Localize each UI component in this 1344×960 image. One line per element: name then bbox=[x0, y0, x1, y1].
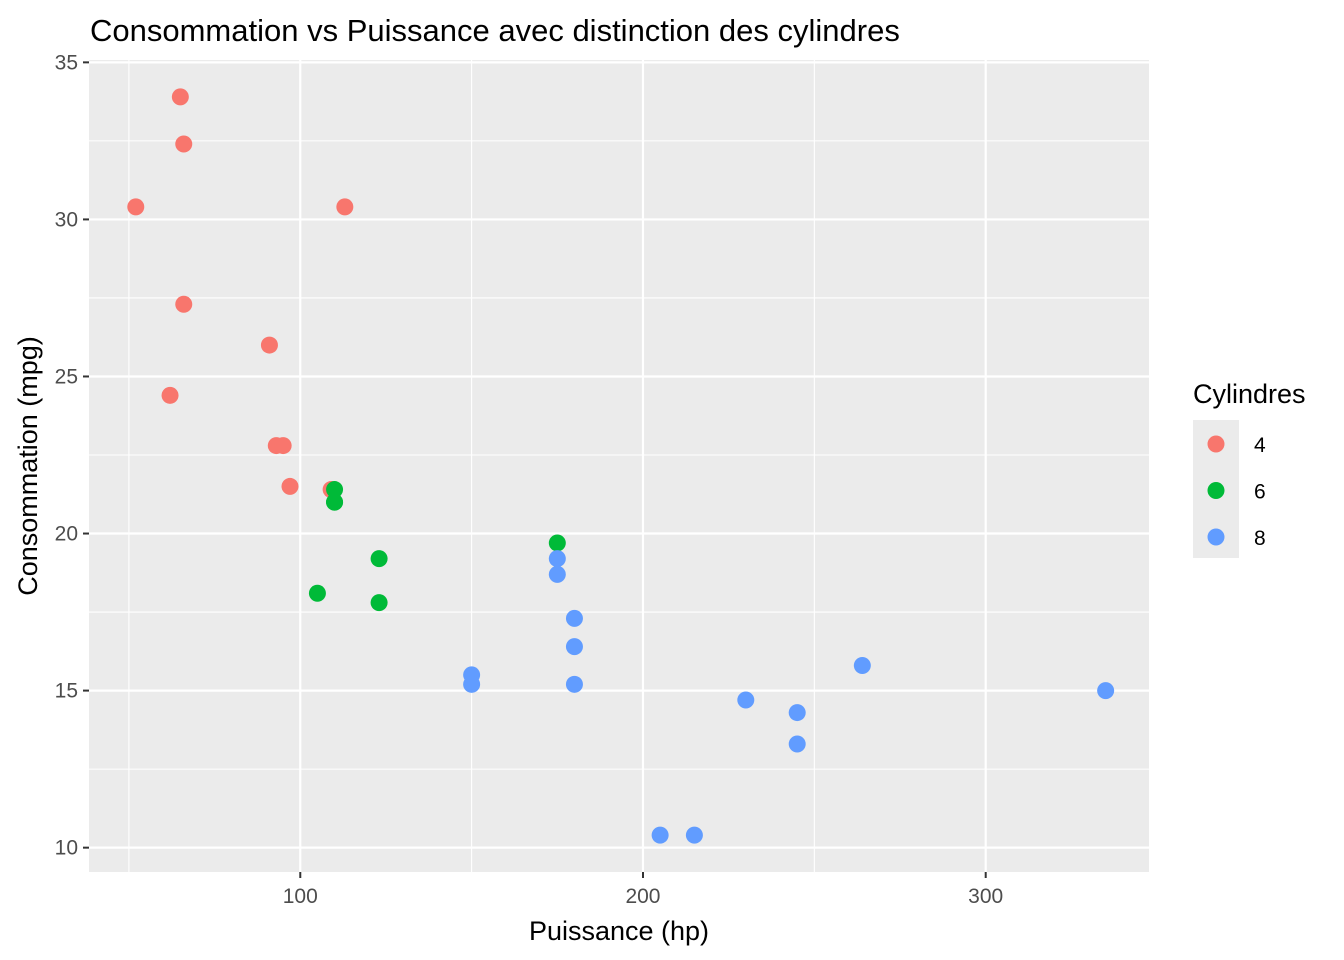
data-point-cyl-4 bbox=[274, 437, 292, 455]
y-axis-title: Consommation (mpg) bbox=[13, 336, 43, 596]
data-point-cyl-8 bbox=[685, 826, 703, 844]
legend-label-6: 6 bbox=[1254, 481, 1266, 504]
data-point-cyl-8 bbox=[853, 656, 871, 674]
chart-title: Consommation vs Puissance avec distincti… bbox=[90, 13, 900, 48]
legend-title: Cylindres bbox=[1193, 379, 1306, 409]
data-point-cyl-8 bbox=[548, 565, 566, 583]
x-tick-label: 200 bbox=[625, 885, 660, 908]
data-point-cyl-8 bbox=[463, 675, 481, 693]
data-point-cyl-4 bbox=[281, 477, 299, 495]
legend-key-8 bbox=[1207, 528, 1225, 546]
data-point-cyl-4 bbox=[171, 88, 189, 106]
legend-key-4 bbox=[1207, 435, 1225, 453]
data-point-cyl-4 bbox=[161, 386, 179, 404]
data-points bbox=[127, 88, 1115, 844]
data-point-cyl-6 bbox=[370, 594, 388, 612]
plot-panel bbox=[89, 60, 1149, 872]
data-point-cyl-8 bbox=[565, 675, 583, 693]
legend-items: 4 6 8 bbox=[1207, 434, 1266, 550]
x-axis: 100 200 300 bbox=[283, 872, 1003, 908]
data-point-cyl-4 bbox=[336, 198, 354, 216]
legend: Cylindres 4 6 8 bbox=[1193, 379, 1306, 558]
data-point-cyl-4 bbox=[260, 336, 278, 354]
data-point-cyl-6 bbox=[370, 550, 388, 568]
y-axis: 10 15 20 25 30 35 bbox=[55, 51, 89, 860]
data-point-cyl-6 bbox=[308, 584, 326, 602]
legend-key-6 bbox=[1207, 482, 1225, 499]
data-point-cyl-4 bbox=[175, 295, 193, 313]
data-point-cyl-8 bbox=[565, 609, 583, 627]
y-tick-label: 25 bbox=[55, 365, 78, 388]
x-tick-label: 300 bbox=[968, 885, 1003, 908]
data-point-cyl-8 bbox=[1097, 682, 1115, 700]
data-point-cyl-8 bbox=[548, 550, 566, 568]
legend-label-8: 8 bbox=[1254, 527, 1266, 550]
legend-label-4: 4 bbox=[1254, 434, 1266, 457]
y-tick-label: 30 bbox=[55, 208, 78, 231]
y-tick-label: 10 bbox=[55, 837, 78, 860]
y-tick-label: 15 bbox=[55, 680, 78, 703]
data-point-cyl-8 bbox=[651, 826, 669, 844]
data-point-cyl-8 bbox=[788, 735, 806, 753]
x-tick-label: 100 bbox=[283, 885, 318, 908]
minor-gridlines bbox=[89, 60, 1149, 872]
data-point-cyl-4 bbox=[127, 198, 145, 216]
x-axis-title: Puissance (hp) bbox=[529, 916, 709, 946]
data-point-cyl-6 bbox=[548, 534, 566, 552]
data-point-cyl-8 bbox=[788, 704, 806, 722]
data-point-cyl-6 bbox=[326, 493, 344, 511]
y-tick-label: 35 bbox=[55, 51, 78, 74]
data-point-cyl-8 bbox=[565, 638, 583, 656]
y-tick-label: 20 bbox=[55, 523, 78, 546]
data-point-cyl-6 bbox=[326, 481, 344, 499]
major-gridlines bbox=[89, 60, 1149, 872]
data-point-cyl-8 bbox=[737, 691, 755, 709]
data-point-cyl-4 bbox=[175, 135, 193, 153]
